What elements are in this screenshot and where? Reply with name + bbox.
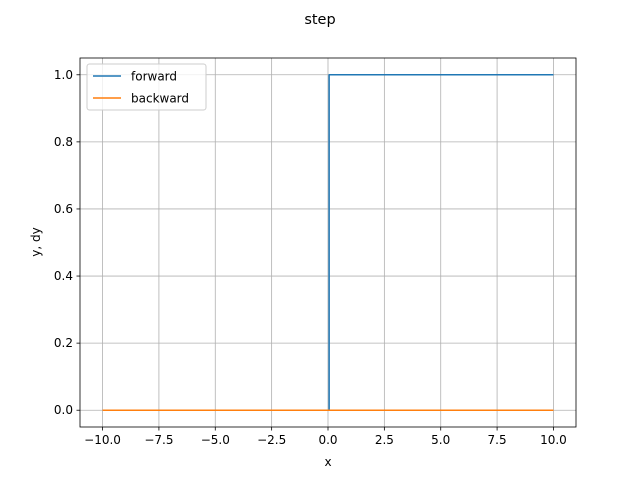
y-tick-label: 1.0 — [54, 68, 73, 82]
legend-label-backward: backward — [131, 92, 189, 106]
y-tick-label: 0.6 — [54, 202, 73, 216]
y-tick-label: 0.2 — [54, 336, 73, 350]
x-tick-label: 0.0 — [318, 433, 337, 447]
y-axis-ticks: 0.0 0.2 0.4 0.6 0.8 1.0 — [54, 68, 80, 417]
legend-label-forward: forward — [131, 70, 177, 84]
x-tick-label: 2.5 — [375, 433, 394, 447]
y-tick-label: 0.4 — [54, 269, 73, 283]
y-tick-label: 0.8 — [54, 135, 73, 149]
x-axis-ticks: −10.0 −7.5 −5.0 −2.5 0.0 2.5 5.0 7.5 10.0 — [84, 427, 567, 447]
x-axis-label: x — [324, 455, 331, 469]
x-tick-label: −5.0 — [201, 433, 230, 447]
x-tick-label: 5.0 — [431, 433, 450, 447]
x-tick-label: 10.0 — [540, 433, 567, 447]
series-layer — [102, 74, 554, 411]
y-axis-label: y, dy — [29, 227, 43, 256]
x-tick-label: −10.0 — [84, 433, 121, 447]
y-tick-label: 0.0 — [54, 403, 73, 417]
x-tick-label: −7.5 — [144, 433, 173, 447]
x-tick-label: 7.5 — [488, 433, 507, 447]
legend: forward backward — [86, 63, 207, 111]
chart-title: step — [304, 12, 335, 28]
x-tick-label: −2.5 — [257, 433, 286, 447]
